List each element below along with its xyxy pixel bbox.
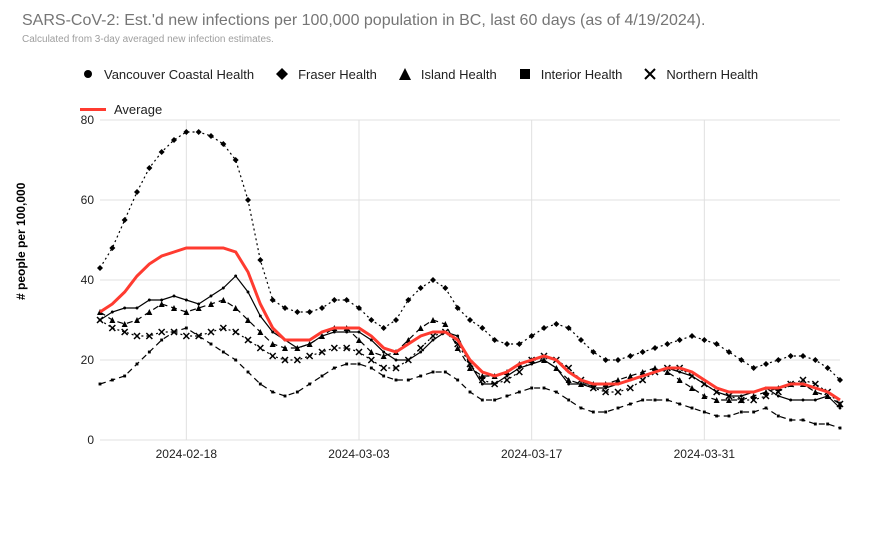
svg-text:60: 60	[81, 193, 95, 207]
chart-subtitle: Calculated from 3-day averaged new infec…	[22, 34, 274, 45]
legend-label: Northern Health	[666, 67, 758, 82]
diamond-icon	[274, 66, 290, 82]
circle-icon	[80, 66, 96, 82]
y-axis-label: # people per 100,000	[14, 183, 28, 300]
legend-label: Interior Health	[541, 67, 623, 82]
chart-container: SARS-CoV-2: Est.'d new infections per 10…	[0, 0, 873, 539]
svg-text:2024-02-18: 2024-02-18	[156, 447, 218, 461]
legend-label: Island Health	[421, 67, 497, 82]
chart-plot-area: 0 20 40 60 80 2024-02-18 2024-03-03 2024-03-17 2…	[70, 110, 850, 480]
legend-item-northern: Northern Health	[642, 66, 758, 82]
series-average	[100, 248, 840, 400]
x-icon	[642, 66, 658, 82]
svg-text:2024-03-03: 2024-03-03	[328, 447, 390, 461]
legend-item-island: Island Health	[397, 66, 497, 82]
legend-item-interior: Interior Health	[517, 66, 623, 82]
svg-text:40: 40	[81, 273, 95, 287]
legend-item-fraser: Fraser Health	[274, 66, 377, 82]
svg-text:2024-03-31: 2024-03-31	[674, 447, 736, 461]
legend-label: Fraser Health	[298, 67, 377, 82]
legend-label: Vancouver Coastal Health	[104, 67, 254, 82]
square-icon	[517, 66, 533, 82]
triangle-icon	[397, 66, 413, 82]
svg-text:80: 80	[81, 113, 95, 127]
chart-title: SARS-CoV-2: Est.'d new infections per 10…	[22, 12, 705, 30]
svg-text:2024-03-17: 2024-03-17	[501, 447, 563, 461]
svg-text:0: 0	[87, 433, 94, 447]
svg-text:20: 20	[81, 353, 95, 367]
legend-item-vancouver: Vancouver Coastal Health	[80, 66, 254, 82]
